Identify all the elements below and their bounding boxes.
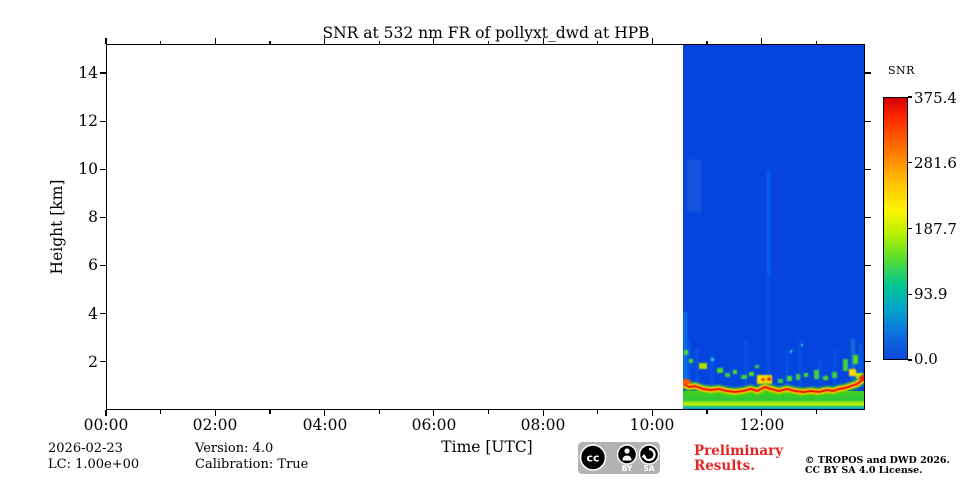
preliminary-line2: Results. <box>694 458 755 474</box>
tick-mark <box>542 38 544 44</box>
preliminary-results-note: Preliminary Results. <box>694 444 783 474</box>
plot-title: SNR at 532 nm FR of pollyxt_dwd at HPB <box>322 24 650 42</box>
tick-mark <box>597 410 599 414</box>
tick-mark <box>706 410 708 414</box>
tick-mark <box>100 120 106 122</box>
snr-heatmap <box>683 44 865 410</box>
colorbar-tick-label: 0.0 <box>914 350 938 368</box>
x-tick-label: 12:00 <box>739 416 785 434</box>
cc-sa-icon <box>638 444 660 465</box>
tick-mark <box>706 40 708 44</box>
tick-mark <box>865 168 871 170</box>
cc-icon: cc <box>579 444 607 471</box>
tick-mark <box>651 38 653 44</box>
x-tick-label: 04:00 <box>302 416 348 434</box>
tick-mark <box>865 264 871 267</box>
y-axis-label: Height [km] <box>48 179 66 275</box>
tick-mark <box>378 410 380 414</box>
preliminary-line1: Preliminary <box>694 443 784 459</box>
version-text: Version: 4.0 <box>195 441 274 456</box>
tick-mark <box>908 96 912 98</box>
copyright-note: © TROPOS and DWD 2026. CC BY SA 4.0 Lice… <box>805 456 950 476</box>
tick-mark <box>433 410 435 416</box>
y-tick-label: 6 <box>88 256 98 274</box>
tick-mark <box>100 264 106 267</box>
cc-by-icon <box>616 444 638 465</box>
colorbar-title: SNR <box>888 64 915 77</box>
tick-mark <box>761 38 763 44</box>
tick-mark <box>433 38 435 44</box>
lc-text: LC: 1.00e+00 <box>48 457 140 472</box>
tick-mark <box>865 313 871 315</box>
tick-mark <box>323 38 326 44</box>
x-tick-label: 00:00 <box>83 416 129 434</box>
tick-mark <box>100 361 106 363</box>
tick-mark <box>597 40 599 44</box>
colorbar-tick-label: 281.6 <box>914 154 957 172</box>
tick-mark <box>908 162 912 164</box>
tick-mark <box>160 40 162 44</box>
tick-mark <box>378 40 380 44</box>
tick-mark <box>100 72 106 74</box>
tick-mark <box>865 216 871 219</box>
x-axis-label: Time [UTC] <box>441 438 533 456</box>
x-tick-label: 02:00 <box>192 416 238 434</box>
tick-mark <box>214 38 216 44</box>
tick-mark <box>105 38 107 44</box>
cc-by-sa-badge[interactable]: cc BY SA <box>578 442 660 478</box>
calibration-text: Calibration: True <box>195 457 309 472</box>
y-tick-label: 2 <box>88 353 98 371</box>
tick-mark <box>105 410 107 416</box>
x-tick-label: 10:00 <box>629 416 675 434</box>
colorbar-tick-label: 375.4 <box>914 89 957 107</box>
copyright-line2: CC BY SA 4.0 License. <box>805 465 923 476</box>
tick-mark <box>487 410 490 414</box>
tick-mark <box>865 361 871 363</box>
tick-mark <box>908 359 912 361</box>
tick-mark <box>269 40 271 44</box>
footer-version-calibration: Version: 4.0 Calibration: True <box>195 441 308 473</box>
cc-by-label: BY <box>622 464 633 473</box>
y-tick-label: 8 <box>88 208 98 226</box>
tick-mark <box>100 313 106 315</box>
tick-mark <box>100 216 106 219</box>
tick-mark <box>908 293 912 295</box>
tick-mark <box>815 40 817 44</box>
date-text: 2026-02-23 <box>48 441 123 456</box>
colorbar <box>883 97 908 360</box>
x-tick-label: 08:00 <box>520 416 566 434</box>
tick-mark <box>214 410 216 416</box>
tick-mark <box>865 120 871 122</box>
tick-mark <box>269 410 271 414</box>
tick-mark <box>100 168 106 170</box>
footer-date-lc: 2026-02-23 LC: 1.00e+00 <box>48 441 139 473</box>
cc-sa-label: SA <box>643 464 654 473</box>
tick-mark <box>865 72 871 74</box>
x-tick-label: 06:00 <box>411 416 457 434</box>
y-tick-label: 12 <box>78 112 98 130</box>
tick-mark <box>323 410 326 416</box>
y-tick-label: 10 <box>78 160 98 178</box>
tick-mark <box>908 227 912 230</box>
copyright-line1: © TROPOS and DWD 2026. <box>805 455 950 466</box>
tick-mark <box>651 410 653 416</box>
svg-text:cc: cc <box>586 452 599 465</box>
tick-mark <box>542 410 544 416</box>
tick-mark <box>487 40 490 44</box>
colorbar-tick-label: 93.9 <box>914 285 948 303</box>
colorbar-tick-label: 187.7 <box>914 220 957 238</box>
tick-mark <box>761 410 763 416</box>
y-tick-label: 14 <box>78 64 98 82</box>
cc-by-sa-badge-graphic: cc BY SA <box>578 442 660 474</box>
y-tick-label: 4 <box>88 305 98 323</box>
tick-mark <box>160 410 162 414</box>
tick-mark <box>815 410 817 414</box>
